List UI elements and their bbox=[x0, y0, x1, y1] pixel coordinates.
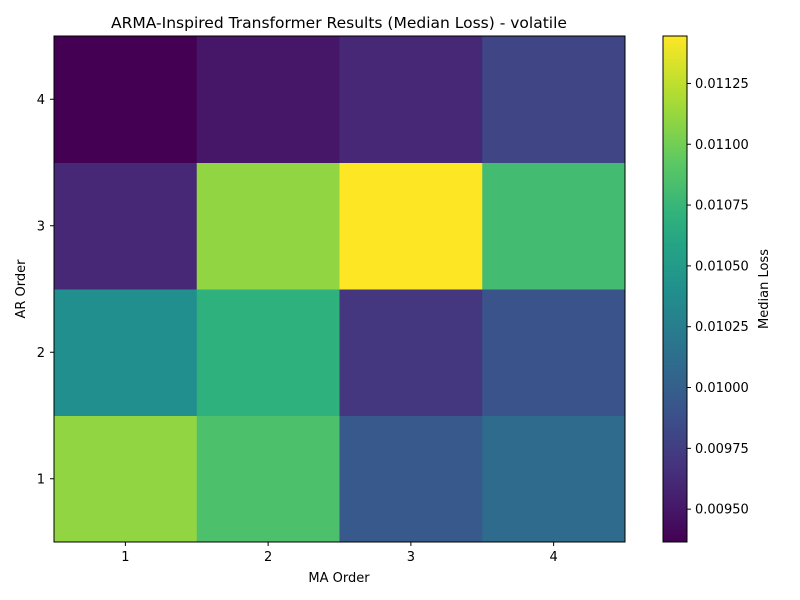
colorbar-tick-label: 0.01050 bbox=[695, 259, 749, 274]
y-axis-ticks: 1 2 3 4 bbox=[37, 93, 54, 487]
colorbar-tick-label: 0.01025 bbox=[695, 320, 749, 335]
heatmap-cell bbox=[482, 36, 626, 163]
heatmap-cell bbox=[54, 36, 198, 163]
y-tick-label: 1 bbox=[37, 472, 45, 487]
colorbar bbox=[662, 35, 688, 543]
heatmap-cell bbox=[54, 289, 198, 416]
y-tick-label: 3 bbox=[37, 219, 45, 234]
colorbar-tick-label: 0.01075 bbox=[695, 199, 749, 214]
y-axis-label: AR Order bbox=[14, 259, 29, 319]
colorbar-tick-label: 0.01100 bbox=[695, 138, 749, 153]
chart-title: ARMA-Inspired Transformer Results (Media… bbox=[111, 14, 567, 32]
heatmap-cell bbox=[339, 289, 483, 416]
heatmap-cell bbox=[339, 162, 483, 290]
x-axis-ticks: 1 2 3 4 bbox=[121, 542, 558, 565]
y-tick-label: 4 bbox=[37, 93, 45, 108]
heatmap-cell bbox=[339, 415, 483, 543]
heatmap-cell bbox=[339, 36, 483, 163]
heatmap-cells bbox=[54, 36, 626, 543]
colorbar-tick-label: 0.01125 bbox=[695, 77, 749, 92]
x-axis-label: MA Order bbox=[308, 571, 370, 586]
heatmap-cell bbox=[196, 36, 340, 163]
colorbar-tick-label: 0.00975 bbox=[695, 442, 749, 457]
heatmap-cell bbox=[54, 415, 198, 543]
colorbar-tick-label: 0.01000 bbox=[695, 381, 749, 396]
heatmap-cell bbox=[482, 289, 626, 416]
colorbar-label: Median Loss bbox=[757, 249, 772, 329]
heatmap-cell bbox=[196, 415, 340, 543]
colorbar-tick-label: 0.00950 bbox=[695, 503, 749, 518]
heatmap-cell bbox=[482, 162, 626, 290]
heatmap-cell bbox=[54, 162, 198, 290]
colorbar-ticks: 0.00950 0.00975 0.01000 0.01025 0.01050 0.010… bbox=[687, 77, 749, 518]
heatmap-cell bbox=[482, 415, 626, 543]
x-tick-label: 2 bbox=[264, 550, 272, 565]
plot-frame bbox=[53, 35, 626, 543]
x-tick-label: 3 bbox=[407, 550, 415, 565]
heatmap-cell bbox=[196, 162, 340, 290]
x-tick-label: 1 bbox=[121, 550, 129, 565]
x-tick-label: 4 bbox=[549, 550, 557, 565]
heatmap-cell bbox=[196, 289, 340, 416]
y-tick-label: 2 bbox=[37, 346, 45, 361]
